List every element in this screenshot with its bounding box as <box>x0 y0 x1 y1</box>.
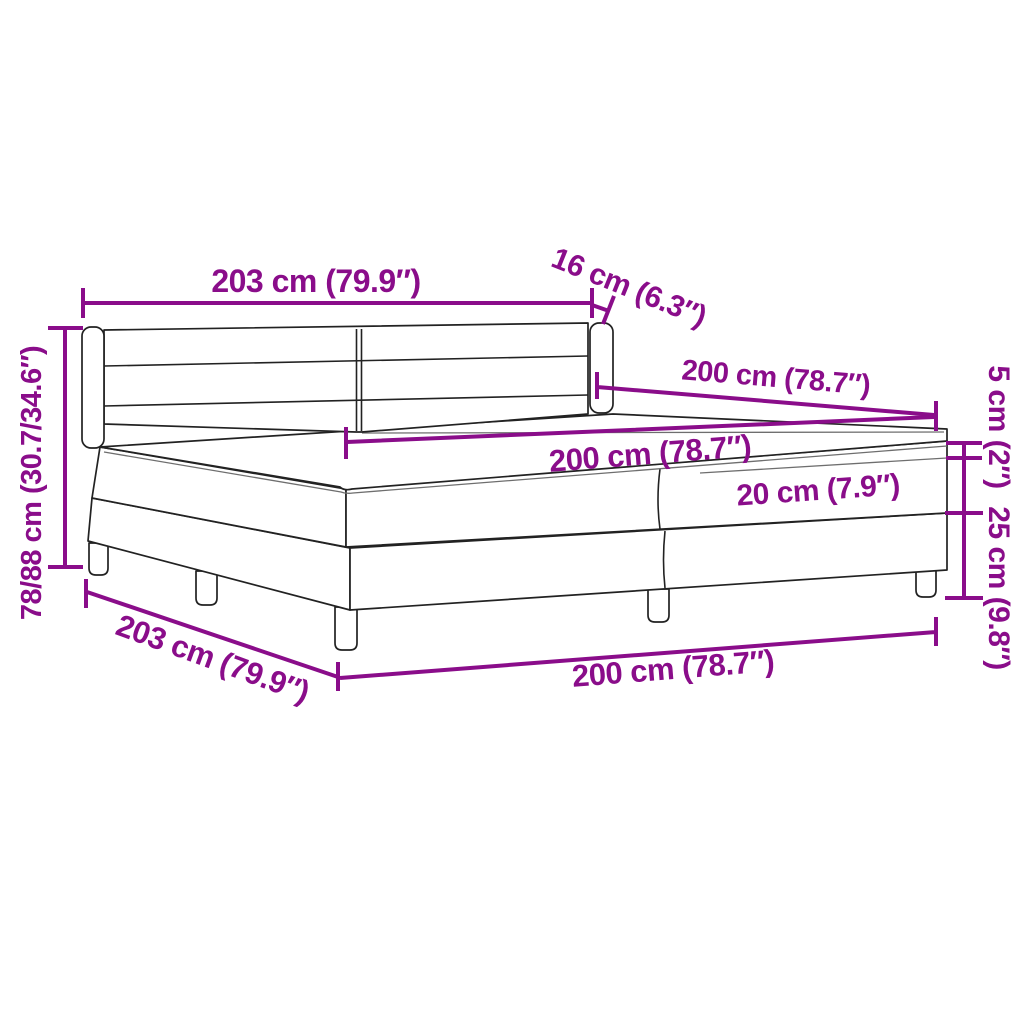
bed-leg <box>195 570 218 606</box>
headboard-left-post <box>81 326 105 449</box>
dimension-line <box>591 295 616 325</box>
dim-topper-height-label: 5 cm (2″) <box>982 365 1015 488</box>
dimension-line <box>945 441 983 600</box>
dimension-line <box>344 415 935 459</box>
headboard-stripe <box>103 394 589 407</box>
bed-leg <box>334 606 358 651</box>
dim-base-length-label: 200 cm (78.7″) <box>571 643 776 694</box>
dim-total-height-label: 78/88 cm (30.7/34.6″) <box>16 346 48 620</box>
bed-leg <box>88 542 109 576</box>
dimension-line <box>84 579 340 691</box>
dim-total-height: 78/88 cm (30.7/34.6″) <box>16 326 83 620</box>
sleeping-surface <box>99 413 948 494</box>
dim-headboard-thickness: 16 cm (6.3″) <box>547 242 711 334</box>
base-split-line <box>662 530 666 589</box>
bed-illustration <box>81 322 948 651</box>
headboard-right-post <box>589 322 614 414</box>
headboard-stripe <box>103 355 589 367</box>
dim-right-heights: 5 cm (2″) 25 cm (9.8″) <box>945 365 1015 670</box>
dimension-line <box>595 372 938 431</box>
topper-edge-line <box>699 457 948 474</box>
dim-headboard-width-label: 203 cm (79.9″) <box>211 263 420 299</box>
headboard <box>81 322 614 449</box>
mattress-split-line <box>657 468 661 530</box>
dimension-line <box>339 617 938 680</box>
dimension-line <box>48 326 83 569</box>
dim-base-length: 200 cm (78.7″) <box>339 617 938 694</box>
headboard-panel <box>103 322 589 433</box>
headboard-center-gap <box>355 329 363 431</box>
dim-base-height-label: 25 cm (9.8″) <box>982 506 1015 669</box>
surface-split-line <box>361 431 945 434</box>
bed-leg <box>915 565 937 598</box>
dim-headboard-width: 203 cm (79.9″) <box>81 263 594 318</box>
dim-headboard-thickness-label: 16 cm (6.3″) <box>547 242 711 334</box>
bed-leg <box>647 588 670 623</box>
surface-piping <box>103 445 948 494</box>
bed-legs <box>88 542 937 651</box>
dimension-line <box>81 288 594 318</box>
